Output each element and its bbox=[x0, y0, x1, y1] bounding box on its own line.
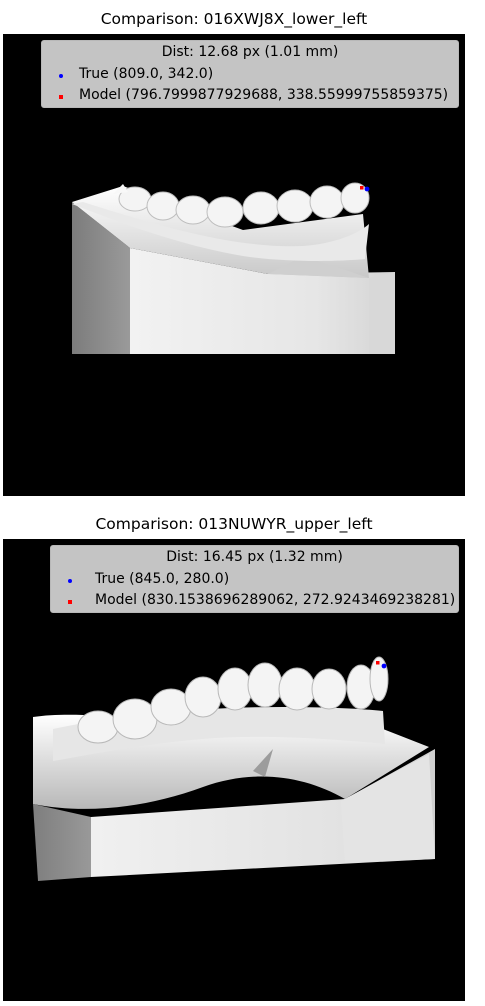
legend-item-true: True (809.0, 342.0) bbox=[42, 66, 458, 86]
true-point-marker bbox=[364, 186, 370, 192]
dental-model-render bbox=[33, 656, 435, 881]
dental-model-render bbox=[72, 182, 395, 354]
true-point-marker bbox=[381, 663, 387, 669]
legend-model-label: Model (796.7999877929688, 338.5599975585… bbox=[79, 87, 449, 103]
blue-dot-icon bbox=[59, 74, 63, 78]
blue-dot-icon bbox=[68, 579, 72, 583]
legend: Dist: 16.45 px (1.32 mm) True (845.0, 28… bbox=[50, 545, 459, 613]
legend-item-model: Model (830.1538696289062, 272.9243469238… bbox=[51, 592, 458, 612]
legend-item-model: Model (796.7999877929688, 338.5599975585… bbox=[42, 87, 458, 107]
legend-item-true: True (845.0, 280.0) bbox=[51, 571, 458, 591]
legend-true-label: True (845.0, 280.0) bbox=[95, 571, 230, 587]
model-point-marker bbox=[376, 661, 380, 665]
red-square-icon bbox=[59, 95, 63, 99]
dental-scan-image: Dist: 12.68 px (1.01 mm) True (809.0, 34… bbox=[3, 34, 465, 496]
legend: Dist: 12.68 px (1.01 mm) True (809.0, 34… bbox=[41, 40, 459, 108]
legend-model-label: Model (830.1538696289062, 272.9243469238… bbox=[95, 592, 456, 608]
dental-scan-image: Dist: 16.45 px (1.32 mm) True (845.0, 28… bbox=[3, 539, 465, 1001]
legend-distance: Dist: 16.45 px (1.32 mm) bbox=[166, 549, 343, 565]
legend-distance: Dist: 12.68 px (1.01 mm) bbox=[161, 44, 339, 60]
model-point-marker bbox=[360, 186, 364, 190]
panel-title: Comparison: 013NUWYR_upper_left bbox=[95, 515, 373, 533]
legend-true-label: True (809.0, 342.0) bbox=[79, 66, 214, 82]
panel-title: Comparison: 016XWJ8X_lower_left bbox=[100, 10, 368, 28]
red-square-icon bbox=[68, 600, 72, 604]
